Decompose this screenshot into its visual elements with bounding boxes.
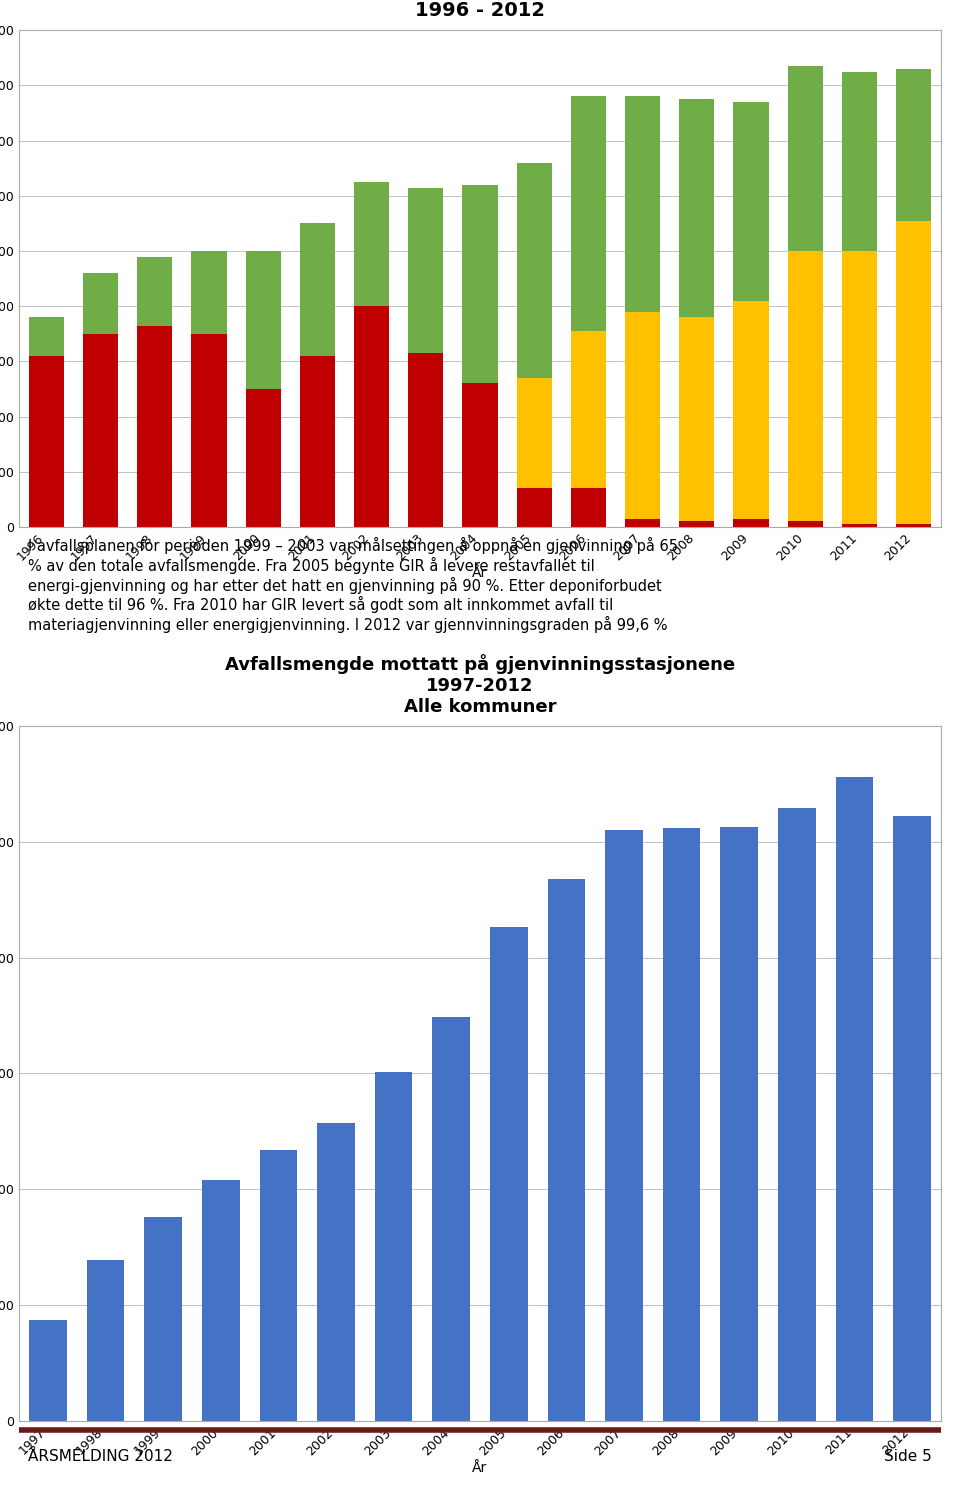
Bar bbox=[354, 307, 389, 527]
Bar bbox=[720, 827, 758, 1422]
Bar bbox=[680, 317, 714, 521]
Bar bbox=[778, 808, 815, 1422]
Bar bbox=[571, 488, 606, 527]
Bar bbox=[202, 1180, 239, 1422]
Bar bbox=[463, 184, 497, 384]
Bar bbox=[733, 518, 769, 527]
Bar bbox=[86, 1260, 125, 1422]
Bar bbox=[842, 71, 877, 251]
Text: I avfallsplanen for perioden 1999 – 2003 var målsettingen å oppnå en gjenvinning: I avfallsplanen for perioden 1999 – 2003… bbox=[29, 536, 679, 633]
Bar bbox=[842, 524, 877, 527]
Bar bbox=[547, 879, 586, 1422]
X-axis label: År: År bbox=[472, 567, 488, 580]
Bar bbox=[842, 251, 877, 524]
Bar bbox=[625, 518, 660, 527]
Bar bbox=[893, 816, 931, 1422]
Title: Totale avfallsmengder etter behandlingsform
1996 - 2012: Totale avfallsmengder etter behandlingsf… bbox=[230, 0, 730, 20]
Bar bbox=[29, 317, 64, 357]
Bar bbox=[625, 311, 660, 518]
Bar bbox=[680, 100, 714, 317]
Bar bbox=[680, 521, 714, 527]
Title: Avfallsmengde mottatt på gjenvinningsstasjonene
1997-2012
Alle kommuner: Avfallsmengde mottatt på gjenvinningssta… bbox=[225, 654, 735, 716]
Bar bbox=[29, 357, 64, 527]
Bar bbox=[29, 1321, 66, 1422]
Bar bbox=[896, 524, 931, 527]
Bar bbox=[516, 488, 552, 527]
Bar bbox=[408, 187, 444, 354]
Bar bbox=[516, 163, 552, 378]
Bar bbox=[83, 334, 118, 527]
Text: ÅRSMELDING 2012: ÅRSMELDING 2012 bbox=[29, 1449, 174, 1464]
Bar bbox=[605, 830, 643, 1422]
Bar bbox=[625, 97, 660, 311]
Bar bbox=[317, 1123, 354, 1422]
Bar bbox=[516, 378, 552, 488]
Bar bbox=[300, 357, 335, 527]
Bar bbox=[354, 181, 389, 307]
Bar bbox=[137, 257, 173, 325]
Bar bbox=[571, 331, 606, 488]
Bar bbox=[191, 251, 227, 334]
Bar bbox=[835, 777, 874, 1422]
Bar bbox=[144, 1218, 181, 1422]
Text: Side 5: Side 5 bbox=[884, 1449, 931, 1464]
Bar bbox=[896, 221, 931, 524]
Bar bbox=[490, 928, 527, 1422]
Bar bbox=[246, 388, 280, 527]
Bar bbox=[896, 70, 931, 221]
Bar bbox=[259, 1150, 297, 1422]
Bar bbox=[191, 334, 227, 527]
Bar bbox=[733, 301, 769, 518]
Bar bbox=[787, 251, 823, 521]
Bar bbox=[408, 354, 444, 527]
Bar bbox=[83, 273, 118, 334]
Bar bbox=[300, 224, 335, 357]
Bar bbox=[137, 325, 173, 527]
Bar bbox=[246, 251, 280, 388]
Bar bbox=[374, 1073, 412, 1422]
Bar bbox=[662, 828, 701, 1422]
Bar bbox=[571, 97, 606, 331]
Bar bbox=[733, 101, 769, 301]
Bar bbox=[432, 1017, 469, 1422]
Bar bbox=[787, 66, 823, 251]
Bar bbox=[787, 521, 823, 527]
X-axis label: År: År bbox=[472, 1461, 488, 1475]
Bar bbox=[463, 384, 497, 527]
